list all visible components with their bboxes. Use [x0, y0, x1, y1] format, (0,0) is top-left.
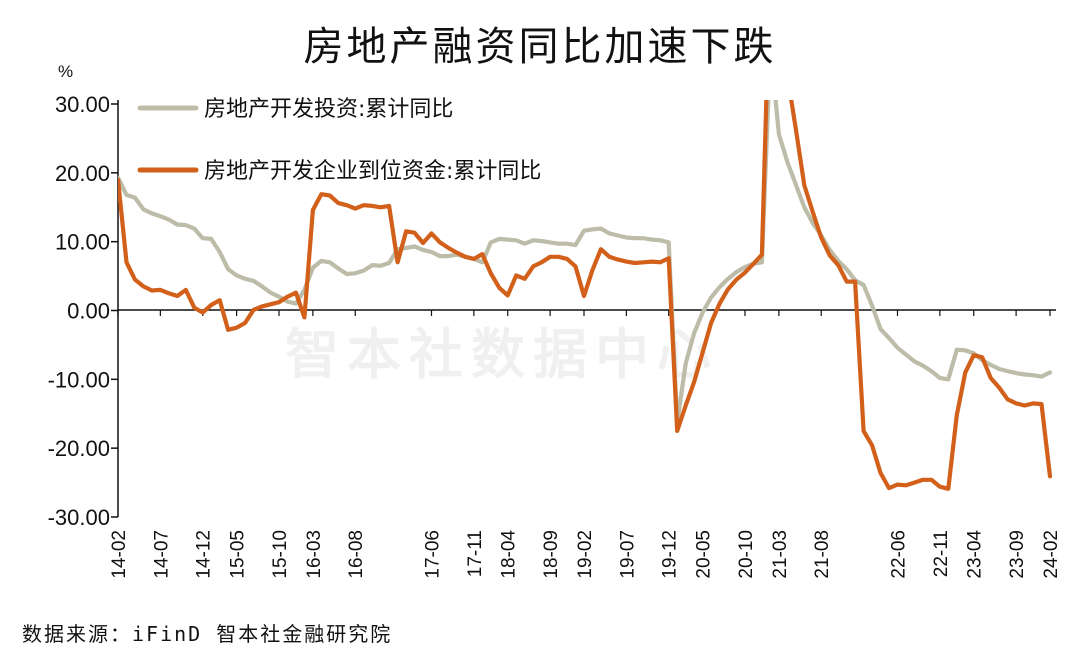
y-tick-label: -10.00 [48, 367, 110, 392]
x-tick-label: 24-02 [1041, 530, 1062, 579]
x-tick-label: 21-08 [812, 530, 833, 579]
series-line-investment [118, 100, 1053, 425]
series-line-funds [118, 100, 1053, 491]
x-tick-label: 19-02 [575, 530, 596, 579]
y-tick-label: 10.00 [55, 230, 110, 255]
x-tick-label: 22-06 [888, 530, 909, 579]
x-tick-label: 23-04 [965, 530, 986, 579]
y-axis-unit: % [58, 62, 74, 81]
x-tick-label: 20-05 [694, 530, 715, 579]
y-tick-label: -30.00 [48, 505, 110, 530]
y-tick-label: 20.00 [55, 161, 110, 186]
x-tick-label: 19-12 [660, 530, 681, 579]
x-tick-label: 18-09 [541, 530, 562, 579]
x-tick-label: 15-10 [270, 530, 291, 579]
y-tick-label: 30.00 [55, 92, 110, 117]
y-tick-label: -20.00 [48, 436, 110, 461]
x-tick-label: 14-07 [151, 530, 172, 579]
x-tick-label: 20-10 [736, 530, 757, 579]
x-tick-label: 17-11 [465, 530, 486, 577]
x-tick-label: 18-04 [499, 530, 520, 579]
legend-label: 房地产开发企业到位资金:累计同比 [204, 159, 541, 184]
data-source-note: 数据来源：iFinD 智本社金融研究院 [22, 622, 393, 646]
chart-title: 房地产融资同比加速下跌 [303, 24, 777, 70]
x-tick-label: 22-11 [931, 530, 952, 577]
x-tick-label: 19-07 [617, 530, 638, 579]
watermark: 智本社数据中心 [285, 323, 719, 386]
x-tick-label: 21-03 [770, 530, 791, 579]
axes: 30.0020.0010.000.00-10.00-20.00-30.0014-… [48, 92, 1062, 579]
x-tick-label: 14-12 [194, 530, 215, 579]
y-tick-label: 0.00 [67, 299, 110, 324]
legend-label: 房地产开发投资:累计同比 [204, 97, 453, 122]
x-tick-label: 17-06 [422, 530, 443, 579]
series-layer [118, 100, 1053, 491]
x-tick-label: 16-08 [346, 530, 367, 579]
x-tick-label: 16-03 [304, 530, 325, 579]
x-tick-label: 23-09 [1007, 530, 1028, 579]
x-tick-label: 15-05 [228, 530, 249, 579]
x-tick-label: 14-02 [109, 530, 130, 579]
